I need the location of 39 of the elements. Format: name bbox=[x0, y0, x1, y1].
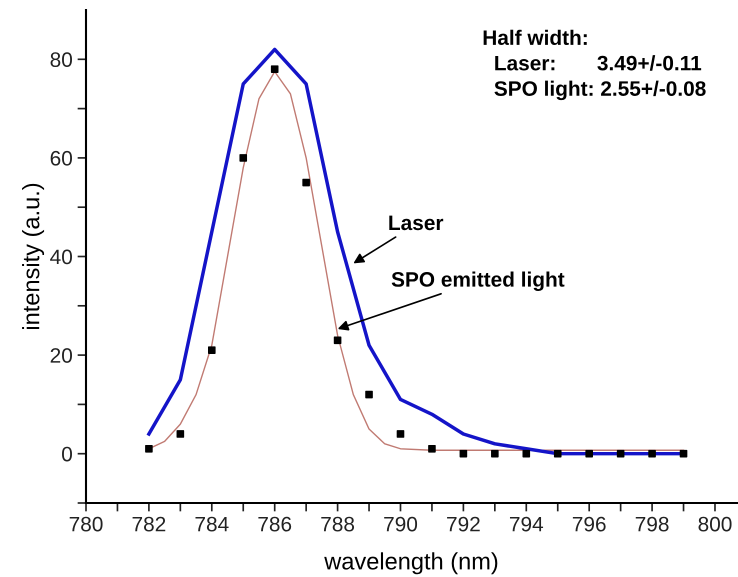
x-tick-label: 800 bbox=[698, 516, 732, 532]
y-tick-label: 20 bbox=[50, 348, 72, 363]
x-tick-label: 782 bbox=[132, 516, 166, 532]
point bbox=[145, 444, 153, 453]
point bbox=[680, 450, 688, 458]
annotation: Laser bbox=[389, 216, 444, 230]
point bbox=[491, 450, 499, 458]
point bbox=[554, 450, 562, 458]
point bbox=[239, 154, 248, 162]
point bbox=[460, 450, 468, 458]
y-tick-label: 80 bbox=[50, 52, 72, 68]
point bbox=[365, 390, 373, 398]
x-tick-label: 780 bbox=[70, 516, 103, 532]
x-tick-label: 796 bbox=[572, 516, 606, 532]
point bbox=[334, 336, 342, 344]
x-tick-label: 786 bbox=[258, 516, 292, 532]
x-tick-label: 790 bbox=[384, 516, 418, 532]
x-tick-label: 792 bbox=[447, 516, 480, 532]
y-axis-title: intensity (a.u.) bbox=[22, 184, 44, 330]
point bbox=[176, 430, 184, 438]
annotation: SPO emitted light bbox=[392, 272, 564, 292]
annotation: Half width: Laser: 3.49+/-0.11 SPO light: 2.55+/-0.08 bbox=[484, 30, 706, 100]
x-tick-label: 788 bbox=[321, 516, 354, 532]
x-tick-label: 798 bbox=[636, 516, 669, 532]
point bbox=[522, 450, 530, 458]
point bbox=[616, 450, 624, 458]
y-tick-label: 0 bbox=[62, 446, 72, 462]
y-tick-label: 60 bbox=[50, 150, 72, 166]
point bbox=[208, 346, 216, 354]
point bbox=[428, 444, 436, 453]
point bbox=[396, 430, 404, 438]
point bbox=[302, 178, 310, 186]
y-tick-label: 40 bbox=[50, 250, 72, 264]
x-tick-label: 794 bbox=[510, 516, 544, 532]
x-tick-label: 784 bbox=[195, 516, 229, 532]
point bbox=[585, 450, 593, 458]
point bbox=[270, 65, 278, 73]
x-axis-title: wavelength (nm) bbox=[324, 552, 498, 574]
point bbox=[648, 450, 656, 458]
